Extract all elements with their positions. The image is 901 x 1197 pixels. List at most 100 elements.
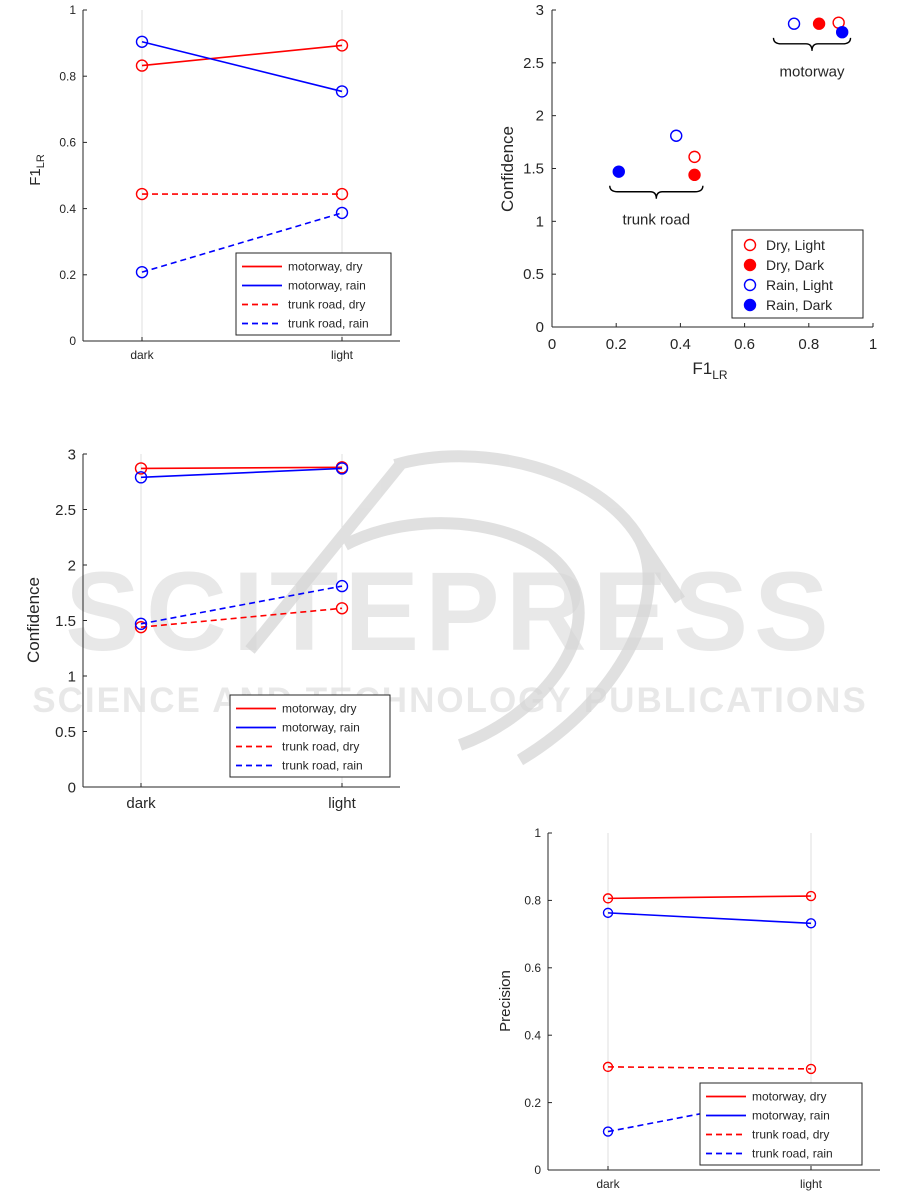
legend-label-1: motorway, rain	[752, 1109, 830, 1123]
motorway-brace	[772, 37, 852, 51]
legend-label-1: Dry, Dark	[766, 257, 825, 273]
data-point-1-0	[134, 471, 148, 484]
x-tick-label: 0.4	[670, 336, 691, 353]
annotation-trunk-road: trunk road	[623, 212, 691, 229]
y-tick-label: 1	[68, 668, 76, 685]
x-tick-label-light: light	[331, 348, 354, 362]
series-line-1	[141, 40, 343, 93]
axes: 0 0.5 1 1.5 2 2.5 3 dark light	[55, 446, 400, 812]
points-layer	[612, 16, 849, 182]
legend-label-0: Dry, Light	[766, 237, 825, 253]
y-tick-label: 3	[536, 2, 544, 19]
axes: 0 0.2 0.4 0.6 0.8 1 dark light	[59, 3, 400, 362]
y-tick-label: 1	[69, 3, 76, 17]
legend-label-0: motorway, dry	[288, 260, 362, 274]
x-tick-label-light: light	[800, 1177, 823, 1191]
data-point-3-1	[335, 579, 349, 593]
data-point-0-0	[135, 59, 149, 72]
series-line-1	[607, 912, 812, 925]
legend-label-3: Rain, Dark	[766, 297, 833, 313]
legend-label-1: motorway, rain	[282, 721, 360, 735]
legend-label-1: motorway, rain	[288, 279, 366, 293]
series-line-1	[140, 467, 343, 479]
data-point-3-1	[335, 206, 349, 220]
scatter-point-2-1	[787, 17, 801, 30]
y-axis-label: F1LR	[27, 154, 47, 186]
legend-marker-3	[743, 298, 757, 312]
x-tick-label: 0	[548, 336, 556, 353]
legend-label-3: trunk road, rain	[288, 317, 369, 331]
scatter-point-0-0	[688, 150, 701, 164]
x-tick-label-dark: dark	[596, 1177, 620, 1191]
y-tick-label: 2.5	[523, 55, 544, 72]
series-line-0	[607, 895, 812, 900]
y-axis-label: Precision	[497, 970, 514, 1032]
x-tick-label: 0.8	[798, 336, 819, 353]
x-tick-label-dark: dark	[126, 795, 156, 812]
y-tick-label: 0.5	[523, 266, 544, 283]
y-tick-label: 1	[534, 826, 541, 840]
y-tick-label: 0	[68, 779, 76, 796]
legend: Dry, Light Dry, Dark Rain, Light Rain, Dark	[731, 229, 864, 319]
series-line-2	[140, 607, 343, 628]
y-tick-label: 0.5	[55, 724, 76, 741]
y-axis-label-main: F1	[27, 168, 44, 186]
series-line-3	[140, 585, 343, 625]
legend: motorway, dry motorway, rain trunk road, d…	[699, 1082, 863, 1166]
x-tick-label: 0.2	[606, 336, 627, 353]
series-line-2	[607, 1066, 812, 1070]
y-tick-label: 3	[68, 446, 76, 463]
y-tick-label: 0	[534, 1163, 541, 1177]
data-point-0-0	[134, 462, 148, 475]
data-point-1-1	[335, 85, 349, 98]
y-axis-label: Confidence	[498, 126, 517, 212]
data-point-1-1	[805, 918, 817, 929]
y-tick-label: 0.8	[59, 69, 76, 83]
y-tick-label: 0	[536, 319, 544, 336]
y-tick-label: 0.6	[524, 961, 541, 975]
x-tick-label: 0.6	[734, 336, 755, 353]
y-tick-label: 0.2	[59, 268, 76, 282]
precision-line-chart: 0 0.2 0.4 0.6 0.8 1 dark light Precision motorw…	[497, 826, 880, 1191]
legend-marker-1	[743, 258, 757, 272]
data-point-1-0	[602, 907, 614, 919]
axes: 0 0.5 1 1.5 2 2.5 3 0 0.2 0.4 0.6 0.8 1	[523, 2, 877, 353]
legend-marker-0	[743, 238, 757, 252]
series-line-3	[141, 212, 343, 273]
data-point-2-0	[135, 187, 149, 201]
data-point-3-0	[134, 617, 148, 631]
y-tick-label: 0.6	[59, 136, 76, 150]
data-point-1-0	[135, 35, 149, 48]
scatter-point-1-1	[812, 17, 826, 30]
x-axis-label: F1LR	[692, 359, 728, 382]
y-tick-label: 1	[536, 213, 544, 230]
data-point-1-1	[335, 462, 349, 475]
legend-marker-2	[743, 278, 757, 292]
scatter-point-2-0	[670, 129, 683, 142]
y-tick-label: 1.5	[523, 161, 544, 178]
annotations: trunk road motorway	[609, 37, 852, 229]
legend-label-0: motorway, dry	[282, 702, 356, 716]
y-tick-label: 0.8	[524, 894, 541, 908]
x-tick-label: 1	[869, 336, 877, 353]
legend-label-2: trunk road, dry	[288, 298, 365, 312]
axes: 0 0.2 0.4 0.6 0.8 1 dark light	[524, 826, 880, 1191]
x-tick-label-dark: dark	[130, 348, 154, 362]
data-point-2-1	[335, 187, 349, 201]
scatter-point-3-1	[835, 25, 849, 39]
y-tick-label: 2	[68, 557, 76, 574]
y-tick-label: 0	[69, 334, 76, 348]
x-axis-label-main: F1	[692, 359, 712, 378]
series-layer	[134, 461, 349, 634]
y-tick-label: 0.4	[59, 202, 76, 216]
legend-label-2: Rain, Light	[766, 277, 833, 293]
scatter-point-1-0	[688, 168, 701, 182]
data-point-0-1	[805, 890, 817, 902]
y-tick-label: 1.5	[55, 613, 76, 630]
legend: motorway, dry motorway, rain trunk road, d…	[235, 252, 392, 336]
y-tick-label: 2	[536, 108, 544, 125]
legend-label-3: trunk road, rain	[282, 759, 363, 773]
annotation-motorway: motorway	[779, 64, 845, 81]
legend-label-0: motorway, dry	[752, 1090, 826, 1104]
